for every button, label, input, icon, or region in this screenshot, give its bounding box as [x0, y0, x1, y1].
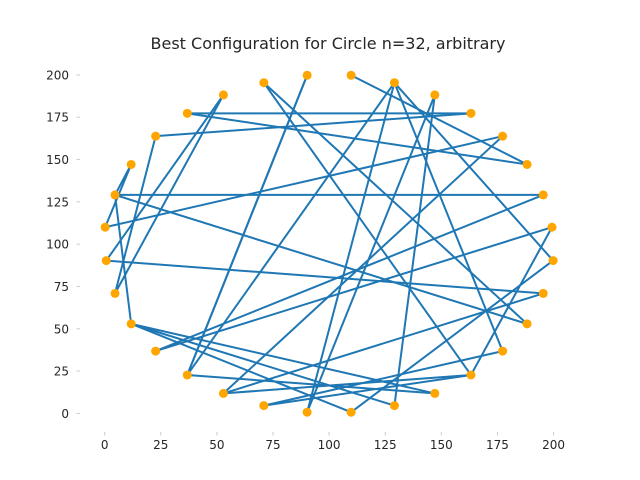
data-point	[522, 159, 532, 169]
data-point	[100, 222, 110, 232]
y-tick-label: 200	[46, 68, 69, 82]
path-segment	[186, 81, 396, 376]
path-segment	[393, 93, 436, 407]
data-point	[430, 388, 440, 398]
data-point	[218, 90, 228, 100]
x-tick-label: 200	[542, 438, 565, 452]
data-point	[430, 90, 440, 100]
path-segment	[114, 163, 133, 196]
data-point	[151, 131, 161, 141]
x-tick-label: 50	[209, 438, 224, 452]
path-segment	[262, 81, 472, 376]
path-segment	[222, 373, 472, 395]
data-point	[498, 346, 508, 356]
data-point	[126, 319, 136, 329]
path-segment	[154, 112, 472, 138]
data-point	[302, 70, 312, 80]
x-axis: 0 25 50 75 100 125 150 175 200	[101, 432, 565, 452]
x-tick-label: 25	[153, 438, 168, 452]
y-tick-label: 125	[46, 195, 69, 209]
path-segment	[104, 135, 504, 229]
data-point	[110, 288, 120, 298]
path-segment	[306, 93, 436, 414]
x-tick-label: 125	[374, 438, 397, 452]
y-tick-label: 75	[54, 280, 69, 294]
path-segment	[114, 135, 157, 295]
data-point	[538, 288, 548, 298]
x-tick-label: 0	[101, 438, 109, 452]
y-tick-label: 50	[54, 322, 69, 336]
data-point	[182, 108, 192, 118]
y-tick-label: 0	[61, 407, 69, 421]
y-tick-label: 175	[46, 111, 69, 125]
path-segment	[350, 259, 555, 414]
data-point	[389, 401, 399, 411]
path-segment	[350, 74, 529, 166]
data-point	[547, 222, 557, 232]
path-segment	[306, 81, 396, 414]
path-segment	[222, 135, 504, 395]
path-segment	[393, 81, 555, 262]
chart-title: Best Configuration for Circle n=32, arbi…	[151, 34, 506, 53]
path-segment	[262, 81, 529, 325]
data-point	[466, 370, 476, 380]
path-segment	[186, 112, 529, 166]
data-point	[259, 78, 269, 88]
data-point	[259, 401, 269, 411]
data-point	[498, 131, 508, 141]
path-segment	[186, 74, 309, 376]
path-segment	[105, 93, 225, 262]
data-point	[466, 108, 476, 118]
y-tick-label: 150	[46, 153, 69, 167]
edge-group	[104, 74, 555, 414]
y-tick-label: 100	[46, 238, 69, 252]
data-point	[126, 159, 136, 169]
y-tick-label: 25	[54, 365, 69, 379]
data-point	[182, 370, 192, 380]
x-tick-label: 75	[265, 438, 280, 452]
path-segment	[262, 373, 472, 407]
data-point	[346, 407, 356, 417]
x-tick-label: 100	[318, 438, 341, 452]
data-point	[110, 190, 120, 200]
path-segment	[186, 373, 436, 395]
x-tick-label: 150	[430, 438, 453, 452]
path-segment	[130, 322, 396, 407]
data-point	[302, 407, 312, 417]
data-point	[101, 256, 111, 266]
data-point	[389, 78, 399, 88]
data-point	[346, 70, 356, 80]
path-segment	[105, 259, 545, 295]
path-segment	[114, 193, 133, 325]
path-segment	[469, 226, 553, 376]
path-segment	[114, 193, 529, 325]
y-axis: 0 25 50 75 100 125 150 175 200	[46, 68, 80, 421]
data-point	[538, 190, 548, 200]
data-point	[218, 388, 228, 398]
data-point	[548, 256, 558, 266]
path-segment	[154, 226, 553, 353]
path-segment	[222, 292, 545, 395]
point-group	[100, 70, 558, 417]
x-tick-label: 175	[486, 438, 509, 452]
path-segment	[262, 350, 504, 407]
path-segment	[393, 81, 504, 353]
data-point	[151, 346, 161, 356]
path-segment	[154, 193, 545, 353]
data-point	[522, 319, 532, 329]
